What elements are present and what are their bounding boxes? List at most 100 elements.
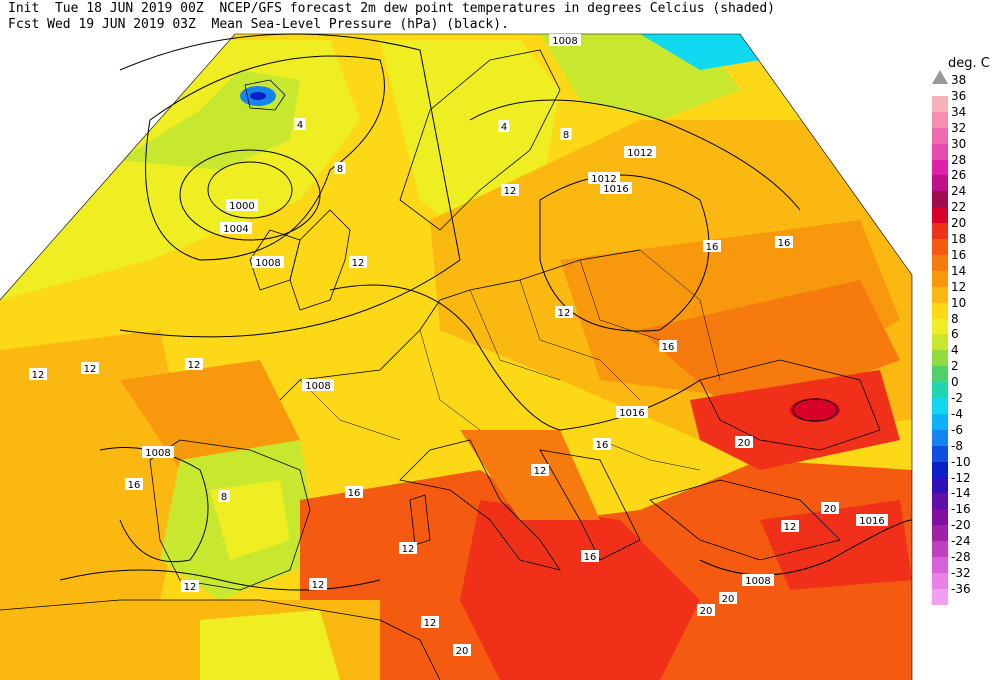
dewpoint-label: 16 bbox=[778, 238, 791, 249]
dewpoint-label: 12 bbox=[424, 618, 437, 629]
label-backdrop bbox=[309, 578, 327, 590]
map-header: Init Tue 18 JUN 2019 00Z NCEP/GFS foreca… bbox=[0, 0, 930, 34]
isobar-label: 1000 bbox=[229, 201, 254, 212]
label-backdrop bbox=[218, 490, 230, 502]
label-backdrop bbox=[185, 358, 203, 370]
label-backdrop bbox=[345, 486, 363, 498]
dewpoint-label: 12 bbox=[402, 544, 415, 555]
colorbar-swatch bbox=[932, 191, 948, 208]
label-backdrop bbox=[742, 574, 774, 586]
colorbar-swatch bbox=[932, 270, 948, 287]
colorbar-swatch bbox=[932, 541, 948, 558]
colorbar-swatch bbox=[932, 398, 948, 414]
colorbar-swatch bbox=[932, 127, 948, 144]
isobar-label: 1012 bbox=[591, 174, 616, 185]
label-backdrop bbox=[735, 436, 753, 448]
dewpoint-label: 16 bbox=[584, 552, 597, 563]
label-backdrop bbox=[588, 172, 620, 184]
colorbar-label: 10 bbox=[951, 295, 967, 310]
colorbar-label: 30 bbox=[951, 136, 967, 151]
colorbar-label: -4 bbox=[951, 406, 963, 421]
dewpoint-labels: 4 8 4 8 12 12 12 12 12 16 16 12 16 16 16 20 20 20 20 20 12 8 1… bbox=[29, 118, 839, 657]
colorbar-max-triangle bbox=[932, 70, 948, 84]
isobar-label: 1008 bbox=[745, 576, 770, 587]
dewpoint-label: 20 bbox=[700, 606, 713, 617]
label-backdrop bbox=[856, 514, 888, 526]
label-backdrop bbox=[453, 644, 471, 656]
label-backdrop bbox=[334, 162, 346, 174]
dewpoint-label: 12 bbox=[312, 580, 325, 591]
colorbar-title: deg. C bbox=[948, 56, 990, 71]
label-backdrop bbox=[531, 464, 549, 476]
dewpoint-label: 12 bbox=[188, 360, 201, 371]
dewpoint-label: 12 bbox=[32, 370, 45, 381]
label-backdrop bbox=[555, 306, 573, 318]
colorbar-label: 34 bbox=[951, 104, 967, 119]
dewpoint-label: 12 bbox=[84, 364, 97, 375]
label-backdrop bbox=[616, 406, 648, 418]
isobar-label: 1012 bbox=[627, 148, 652, 159]
label-backdrop bbox=[593, 438, 611, 450]
colorbar-label: 14 bbox=[951, 263, 967, 278]
dewpoint-label: 16 bbox=[706, 242, 719, 253]
colorbar-swatch bbox=[932, 111, 948, 128]
dewpoint-label: 16 bbox=[128, 480, 141, 491]
colorbar-swatch bbox=[932, 318, 948, 335]
colorbar-label: 38 bbox=[951, 73, 967, 87]
dewpoint-label: 20 bbox=[722, 594, 735, 605]
dewpoint-label: 16 bbox=[596, 440, 609, 451]
label-backdrop bbox=[226, 199, 258, 211]
forecast-map: 1000100410081008100810121012101610161016… bbox=[0, 33, 913, 680]
colorbar-swatch bbox=[932, 175, 948, 192]
colorbar-label: 24 bbox=[951, 184, 967, 199]
colorbar-label: -6 bbox=[951, 422, 963, 437]
colorbar-label: -10 bbox=[951, 454, 971, 469]
dewpoint-label: 12 bbox=[352, 258, 365, 269]
isobar-label: 1016 bbox=[859, 516, 884, 527]
colorbar-label: 32 bbox=[951, 120, 967, 135]
label-backdrop bbox=[719, 592, 737, 604]
label-backdrop bbox=[501, 184, 519, 196]
colorbar-swatch bbox=[932, 525, 948, 542]
colorbar-label: -28 bbox=[951, 550, 971, 564]
dewpoint-label: 20 bbox=[456, 646, 469, 657]
dewpoint-label: 12 bbox=[558, 308, 571, 319]
colorbar-label: 0 bbox=[951, 375, 959, 390]
dewpoint-label: 12 bbox=[504, 186, 517, 197]
dewpoint-label: 4 bbox=[501, 122, 507, 133]
label-backdrop bbox=[349, 256, 367, 268]
dewpoint-label: 8 bbox=[221, 492, 227, 503]
isobar-label: 1004 bbox=[223, 224, 248, 235]
colorbar-label: -8 bbox=[951, 438, 963, 453]
dewpoint-label: 12 bbox=[784, 522, 797, 533]
colorbar-swatch bbox=[932, 509, 948, 526]
label-backdrop bbox=[81, 362, 99, 374]
dewpoint-label: 16 bbox=[662, 342, 675, 353]
colorbar-label: 8 bbox=[951, 311, 959, 326]
colorbar-swatch bbox=[932, 588, 948, 605]
colorbar-swatch bbox=[932, 493, 948, 510]
colorbar-swatch bbox=[932, 350, 948, 367]
label-backdrop bbox=[498, 120, 510, 132]
colorbar-label: -32 bbox=[951, 565, 971, 580]
colorbar-label: -20 bbox=[951, 518, 971, 533]
dewpoint-label: 16 bbox=[348, 488, 361, 499]
colorbar-swatch bbox=[932, 382, 948, 399]
colorbar-swatch bbox=[932, 159, 948, 176]
colorbar-swatch bbox=[932, 286, 948, 303]
label-backdrop bbox=[775, 236, 793, 248]
colorbar-label: 6 bbox=[951, 327, 959, 342]
country-borders bbox=[299, 249, 721, 471]
dewpoint-label: 20 bbox=[824, 504, 837, 515]
colorbar-label: -16 bbox=[951, 502, 971, 517]
colorbar-swatch bbox=[932, 143, 948, 160]
isobar-labels: 1000100410081008100810121012101610161016… bbox=[142, 34, 888, 587]
colorbar-label: -36 bbox=[951, 581, 971, 596]
colorbar-swatch bbox=[932, 207, 948, 224]
colorbar-label: -14 bbox=[951, 486, 971, 501]
coastlines bbox=[0, 49, 881, 680]
label-backdrop bbox=[600, 182, 632, 194]
colorbar-swatch bbox=[932, 239, 948, 255]
dewpoint-label: 12 bbox=[184, 582, 197, 593]
label-backdrop bbox=[252, 256, 284, 268]
